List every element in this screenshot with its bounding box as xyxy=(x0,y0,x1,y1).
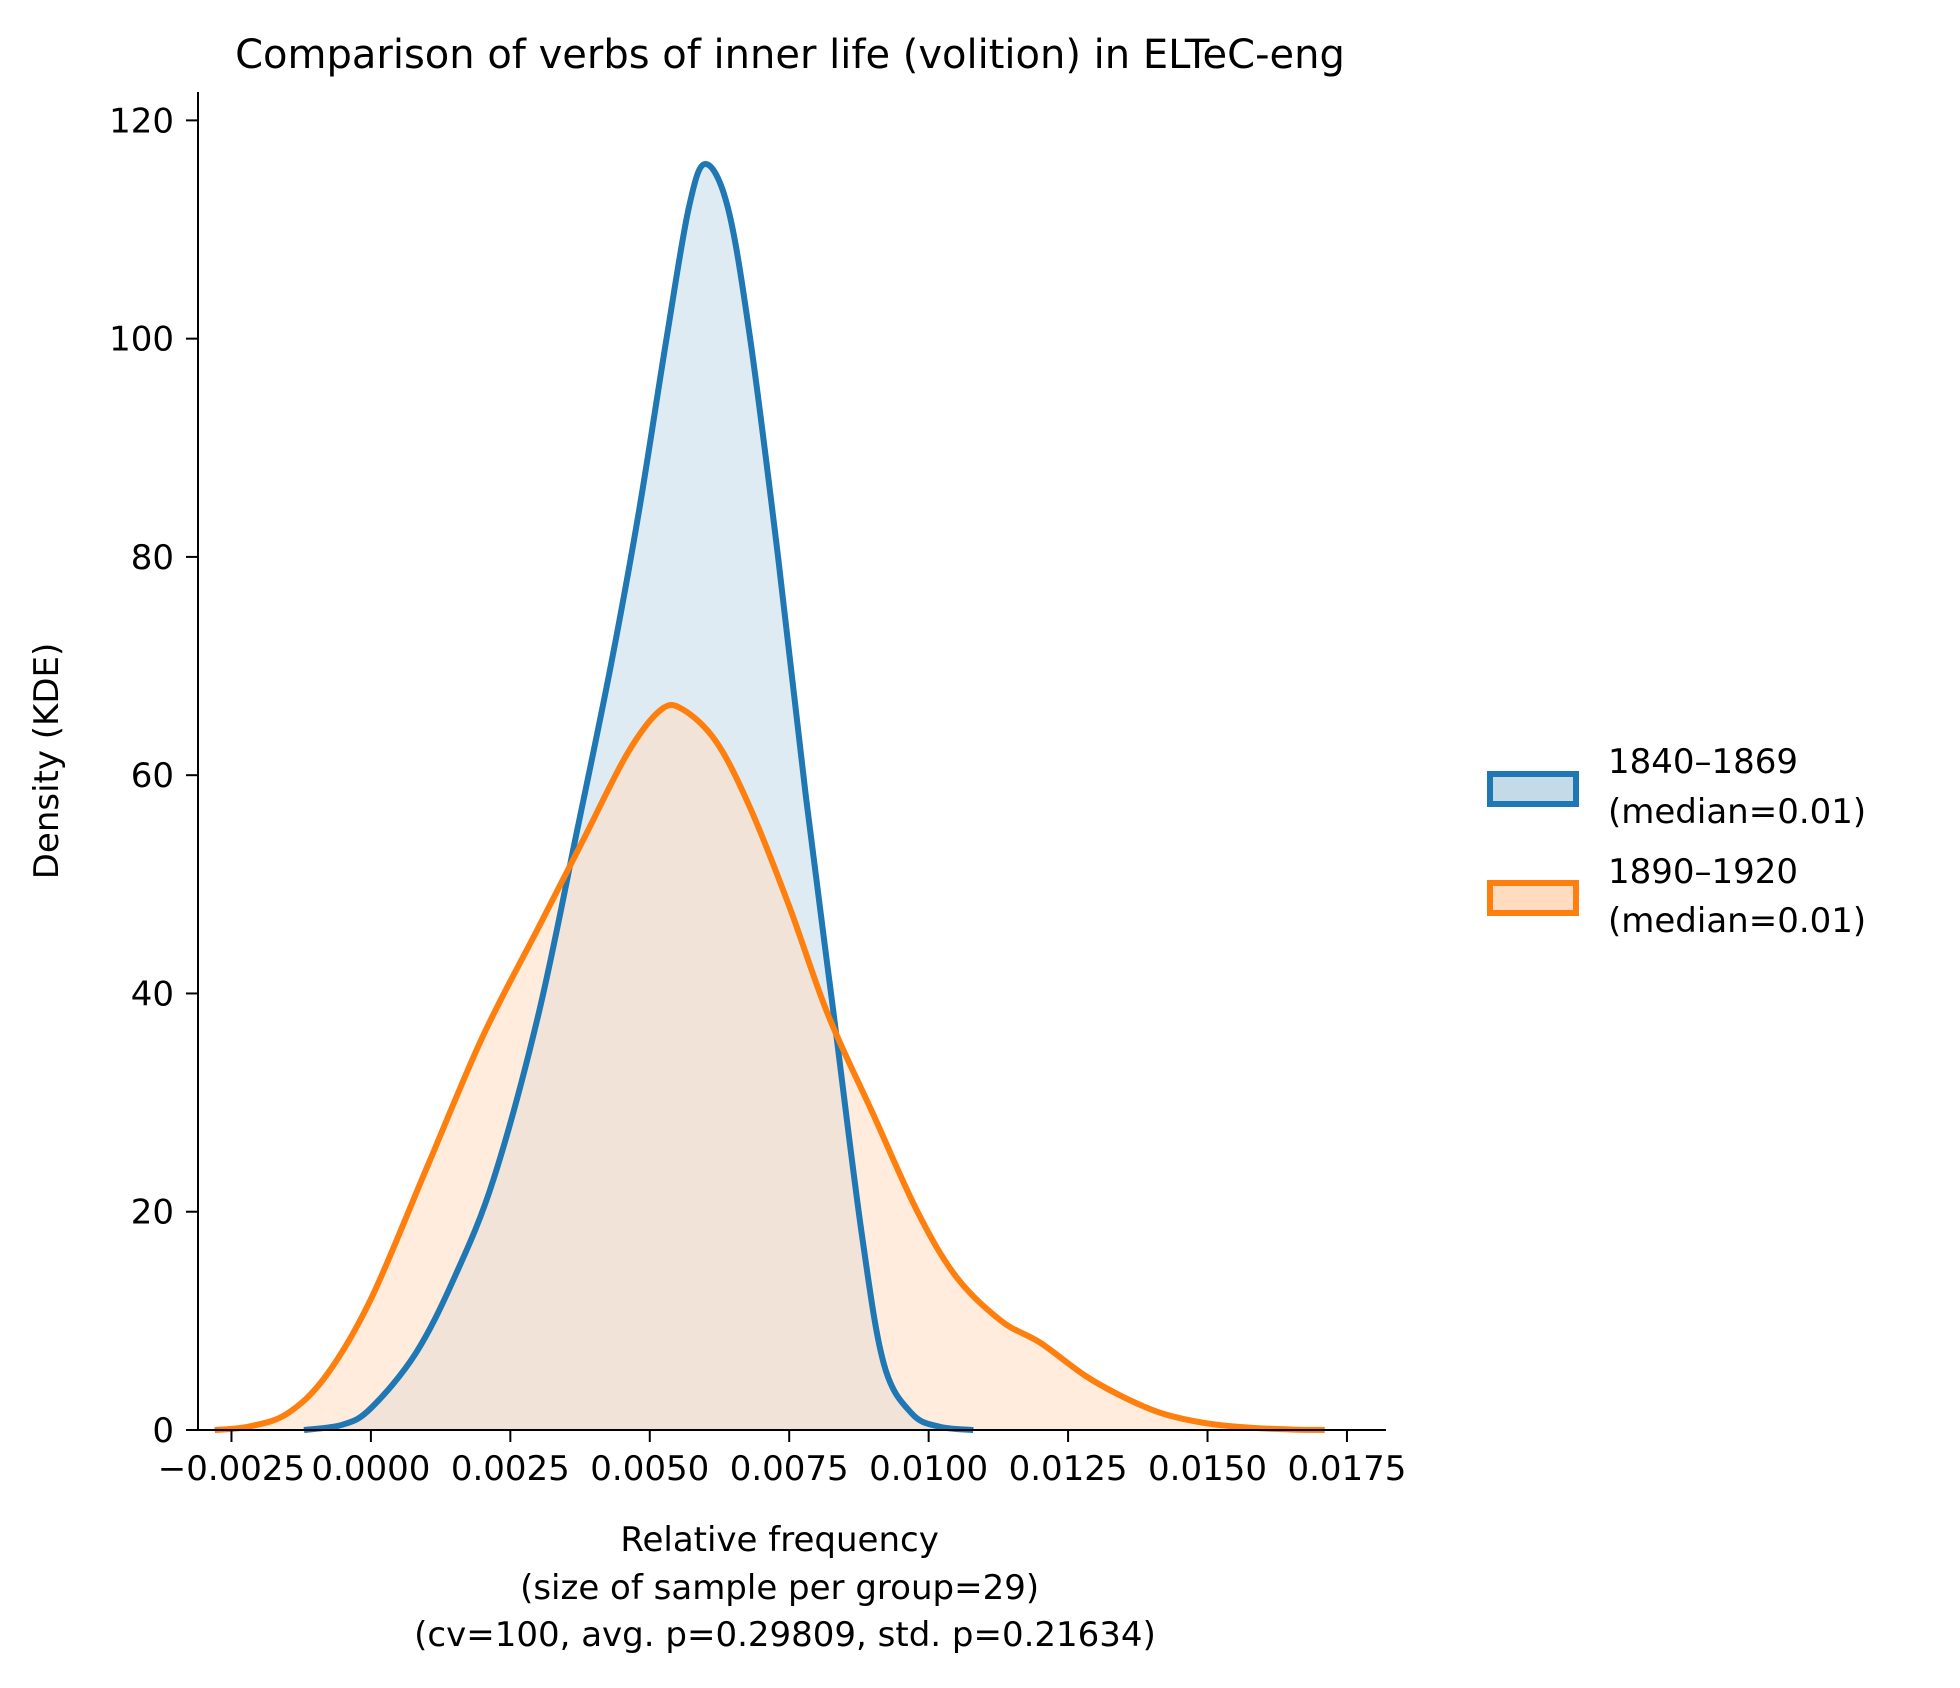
legend: 1840–1869 (median=0.01) 1890–1920 (media… xyxy=(1487,742,1866,941)
x-tick-label: 0.0125 xyxy=(1009,1449,1128,1489)
y-axis-label: Density (KDE) xyxy=(27,643,67,880)
y-tick-label: 0 xyxy=(152,1411,174,1451)
legend-label-1890-1920-line-1: 1890–1920 xyxy=(1608,852,1798,892)
legend-label-1840-1869-line-1: 1840–1869 xyxy=(1608,742,1798,782)
x-tick-label: 0.0025 xyxy=(451,1449,570,1489)
y-tick-label: 120 xyxy=(109,101,174,141)
legend-label-1890-1920-line-2: (median=0.01) xyxy=(1608,901,1866,941)
x-tick-label: 0.0000 xyxy=(311,1449,430,1489)
x-tick-label: 0.0150 xyxy=(1148,1449,1267,1489)
x-tick-label: 0.0075 xyxy=(730,1449,849,1489)
x-tick-label: 0.0100 xyxy=(869,1449,988,1489)
legend-item-1890-1920: 1890–1920 (median=0.01) xyxy=(1487,852,1866,941)
series-lines xyxy=(214,161,1325,1433)
x-axis-label-main: Relative frequency xyxy=(620,1520,938,1560)
legend-item-1840-1869: 1840–1869 (median=0.01) xyxy=(1487,742,1866,832)
legend-swatch-1890-1920 xyxy=(1487,880,1579,916)
y-tick-label: 80 xyxy=(131,538,174,578)
legend-label-1840-1869-line-2: (median=0.01) xyxy=(1608,792,1866,832)
x-axis-label: Relative frequency (size of sample per g… xyxy=(414,1520,1156,1655)
y-ticks: 0 20 40 60 80 100 120 xyxy=(109,101,198,1451)
legend-label-1890-1920: 1890–1920 (median=0.01) xyxy=(1608,852,1866,941)
chart-title: Comparison of verbs of inner life (volit… xyxy=(235,32,1345,78)
y-tick-label: 40 xyxy=(131,974,174,1014)
axes: −0.0025 0.0000 0.0025 0.0050 0.0075 0.0100 0.0… xyxy=(109,92,1406,1489)
series-fills xyxy=(214,164,1325,1430)
x-tick-label: −0.0025 xyxy=(158,1449,305,1489)
y-tick-label: 20 xyxy=(131,1193,174,1233)
x-ticks: −0.0025 0.0000 0.0025 0.0050 0.0075 0.0100 0.0… xyxy=(158,1430,1406,1489)
series-area-1890-1920 xyxy=(214,704,1325,1430)
x-axis-label-line-2: (size of sample per group=29) xyxy=(520,1568,1039,1608)
series-line-1890-1920 xyxy=(214,701,1325,1433)
series-line-1840-1869 xyxy=(303,161,974,1433)
y-tick-label: 60 xyxy=(131,756,174,796)
legend-label-1840-1869: 1840–1869 (median=0.01) xyxy=(1608,742,1866,832)
legend-swatch-1840-1869 xyxy=(1487,771,1579,807)
plot-area xyxy=(214,161,1325,1433)
x-tick-label: 0.0175 xyxy=(1287,1449,1406,1489)
x-axis-label-line-3: (cv=100, avg. p=0.29809, std. p=0.21634) xyxy=(414,1615,1156,1655)
x-tick-label: 0.0050 xyxy=(590,1449,709,1489)
y-tick-label: 100 xyxy=(109,320,174,360)
